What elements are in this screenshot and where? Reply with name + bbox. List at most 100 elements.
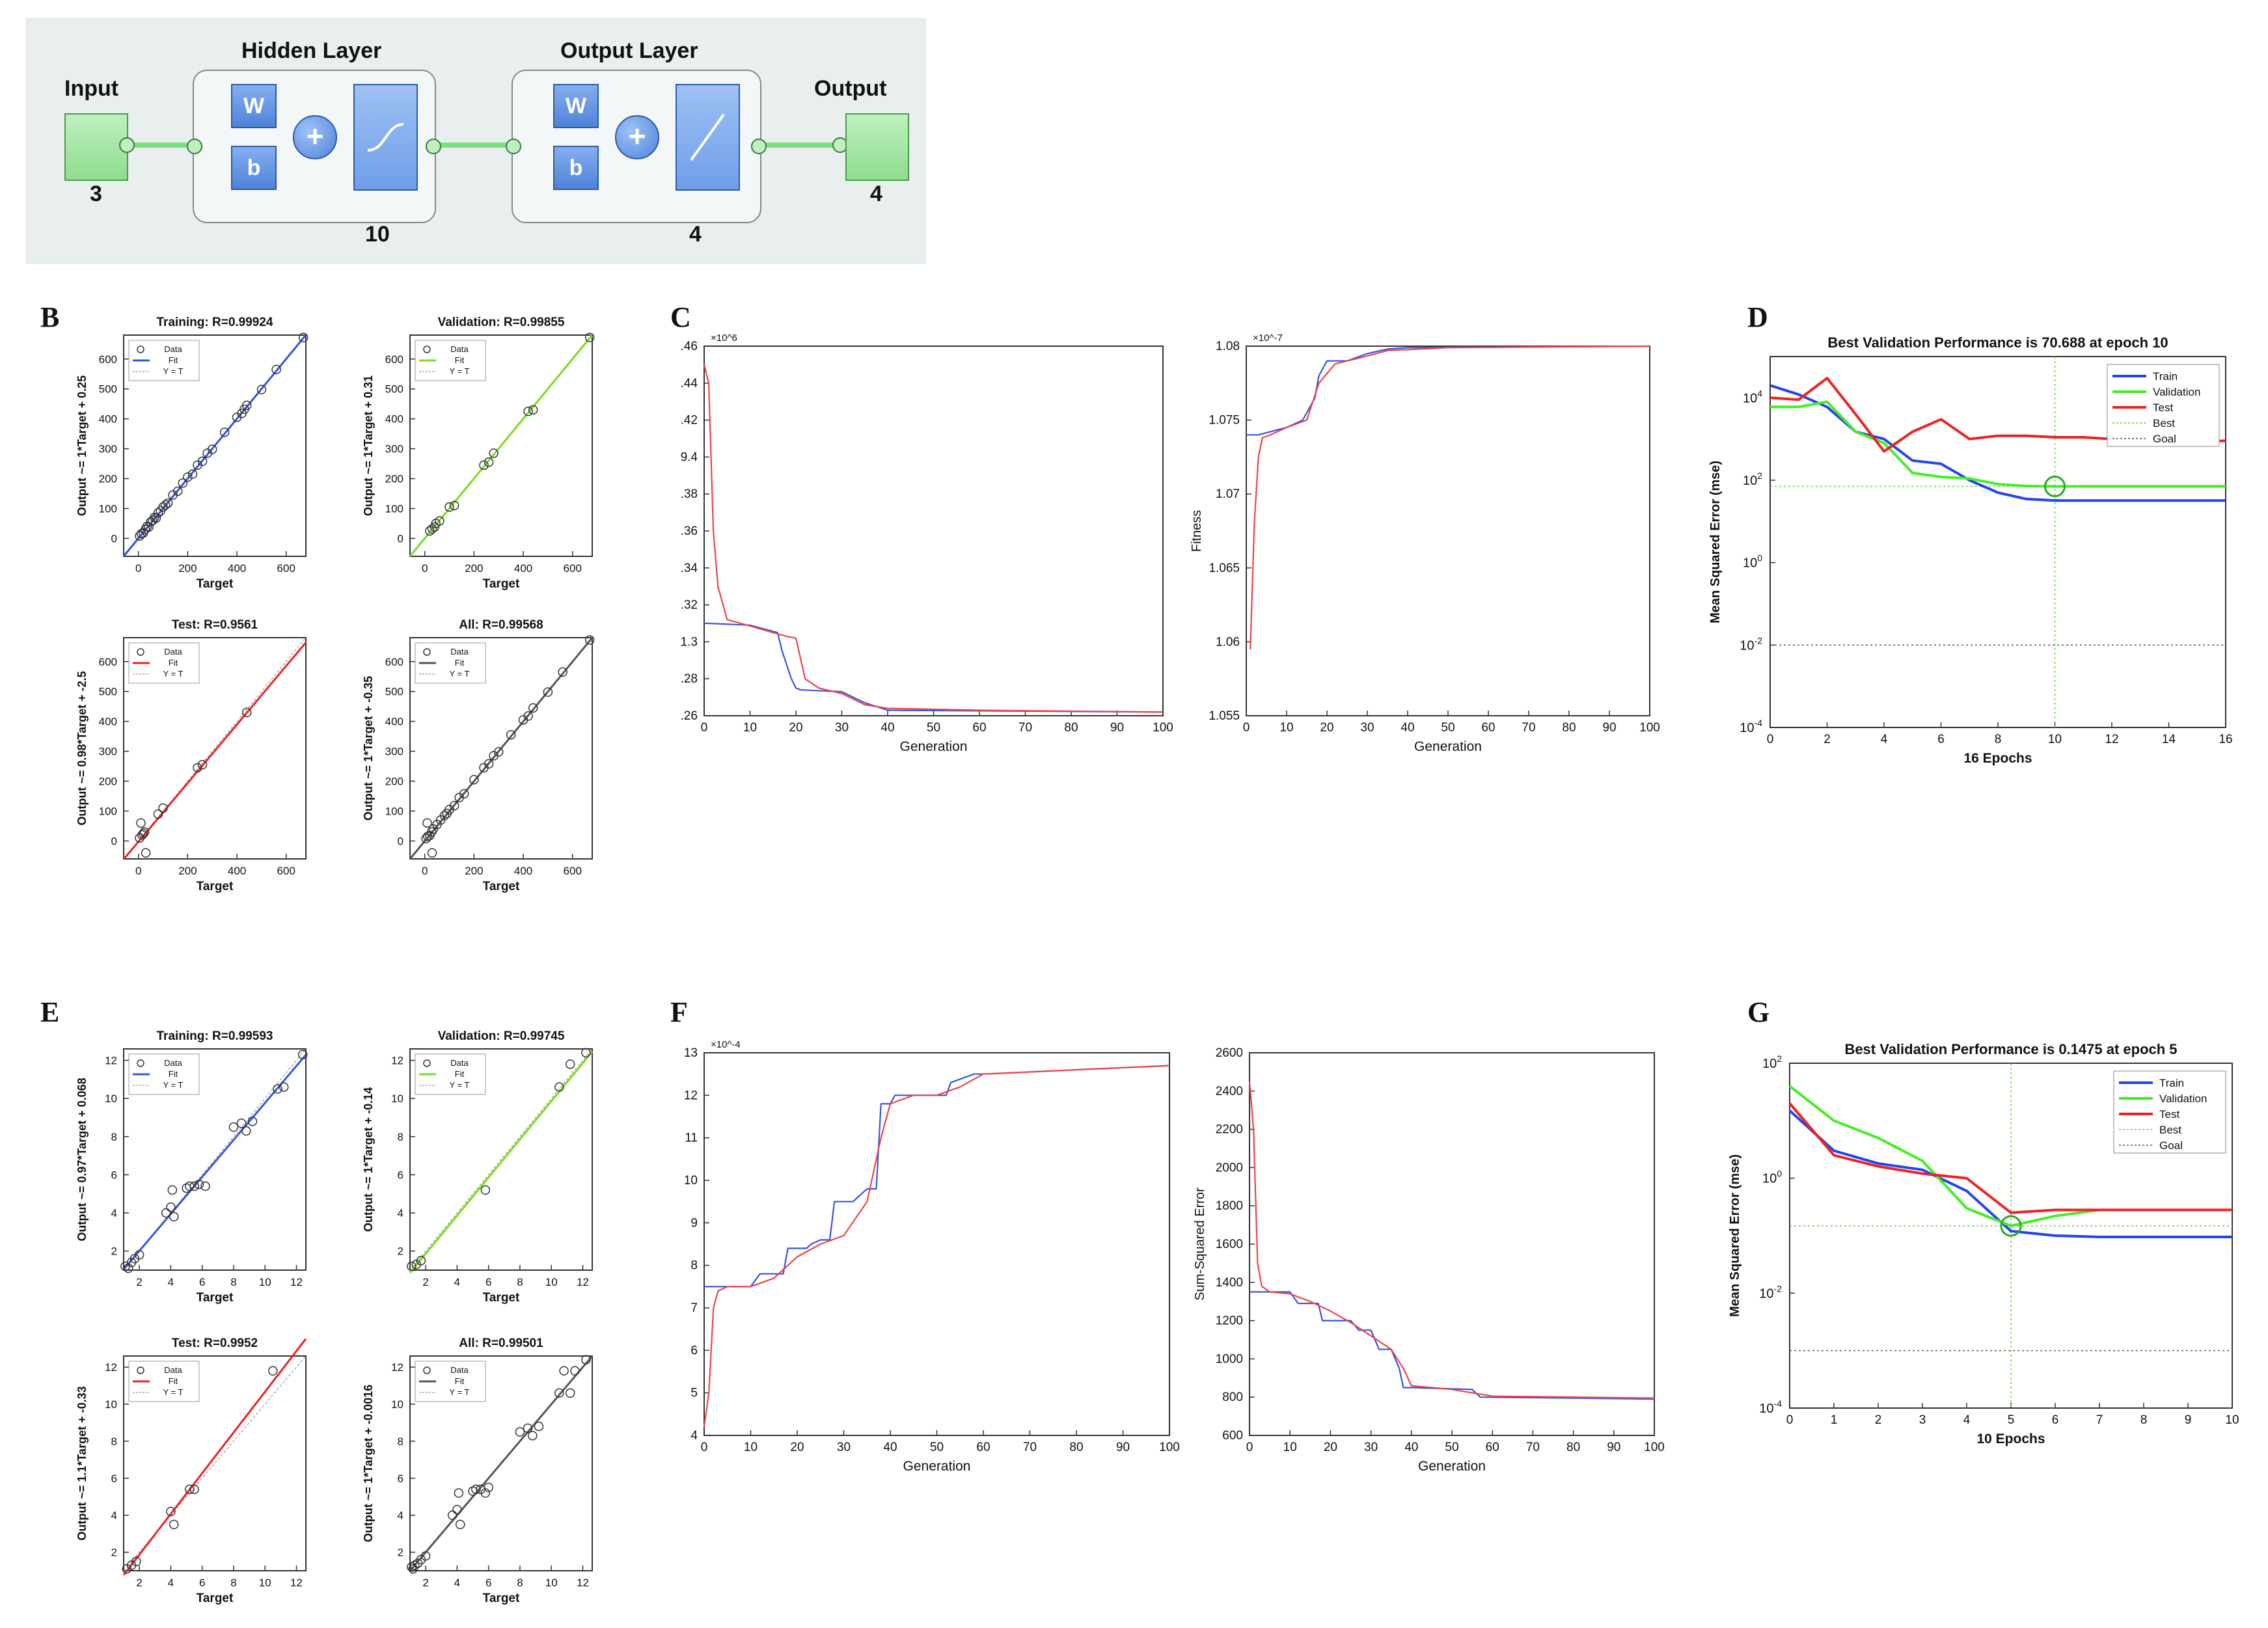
B1-data-point-10 — [153, 508, 163, 518]
panel-label-d: D — [1747, 301, 1768, 333]
D-ytick-label-3: 102 — [1743, 470, 1762, 488]
B3-ytick-label-0: 0 — [111, 835, 117, 847]
E1-data-point-18 — [273, 1084, 282, 1094]
E3-data-point-4 — [169, 1519, 179, 1530]
linear-transfer-icon — [690, 113, 725, 161]
E2-data-point-0 — [407, 1261, 417, 1271]
B1-legend-label-0: Data — [164, 344, 182, 354]
E2-xlabel: Target — [483, 1291, 520, 1305]
E4-data-point-18 — [534, 1421, 544, 1431]
B4-data-point-17 — [484, 759, 494, 769]
E2-ytick-label-5: 12 — [391, 1055, 403, 1067]
C1-ytick-label-4: .34 — [681, 562, 698, 575]
D-xlabel: 16 Epochs — [1963, 751, 2032, 766]
E1-ytick-label-2: 6 — [111, 1169, 117, 1181]
E1-ytick-label-3: 8 — [111, 1131, 117, 1143]
G-ytick-label-0: 10-4 — [1759, 1398, 1782, 1416]
C2-xtick-label-0: 0 — [1243, 721, 1250, 735]
output-connector — [756, 142, 840, 148]
E1-ylabel: Output ~= 0.97*Target + 0.068 — [75, 1078, 89, 1241]
D-xtick-label-6: 12 — [2105, 733, 2118, 746]
E4-xtick-label-5: 12 — [577, 1577, 589, 1589]
output-sum-node: + — [615, 115, 659, 159]
B4-xtick-label-1: 200 — [465, 865, 483, 877]
B4-data-point-20 — [506, 730, 516, 740]
C1-xlabel: Generation — [900, 739, 968, 754]
E3-xtick-label-2: 6 — [199, 1577, 205, 1589]
F2-ytick-label-8: 2200 — [1216, 1123, 1243, 1137]
E3-legend-label-1: Fit — [169, 1376, 178, 1386]
F2-ytick-label-1: 800 — [1222, 1391, 1243, 1404]
hidden-sigmoid-block — [353, 84, 418, 191]
B3-data-point-3 — [139, 828, 148, 839]
panel-label-g: G — [1747, 996, 1770, 1028]
B4-data-point-22 — [523, 711, 533, 721]
C2-xtick-label-6: 60 — [1481, 721, 1495, 735]
E3-data-point-0 — [122, 1564, 132, 1574]
E1-ytick-label-0: 2 — [111, 1245, 117, 1258]
B4-ytick-label-3: 300 — [385, 746, 403, 758]
E4-ytick-label-1: 4 — [398, 1510, 403, 1522]
E4-xtick-label-4: 10 — [545, 1577, 558, 1589]
C1-ytick-label-10: .46 — [681, 340, 698, 353]
B3-xtick-label-0: 0 — [135, 865, 141, 877]
output-count: 4 — [870, 182, 882, 206]
E4-fit-line — [409, 1355, 594, 1572]
G-legend-label-3: Best — [2159, 1124, 2181, 1136]
E3-legend-label-2: Y = T — [163, 1387, 184, 1397]
E3-xtick-label-4: 10 — [259, 1577, 271, 1589]
E4-legend-label-0: Data — [450, 1365, 469, 1375]
E3-data-point-7 — [268, 1366, 278, 1376]
B1-legend-label-1: Fit — [169, 355, 178, 365]
F1-ytick-label-4: 8 — [690, 1259, 698, 1273]
output-layer-size: 4 — [689, 222, 702, 247]
E4-data-point-23 — [581, 1355, 591, 1364]
F2-xtick-label-1: 10 — [1283, 1441, 1297, 1454]
output-bias-block: b — [553, 146, 599, 190]
B4-data-point-25 — [558, 667, 567, 677]
hidden-layer-title: Hidden Layer — [241, 38, 382, 63]
B1-ytick-label-2: 200 — [99, 473, 117, 485]
B4-ytick-label-2: 200 — [385, 776, 403, 788]
E4-xtick-label-3: 8 — [517, 1577, 523, 1589]
G-xtick-label-7: 7 — [2096, 1413, 2103, 1427]
G-ylabel: Mean Squared Error (mse) — [1728, 1154, 1742, 1317]
G-xtick-label-1: 1 — [1831, 1413, 1838, 1427]
C2-xtick-label-8: 80 — [1562, 721, 1576, 735]
E1-legend-label-2: Y = T — [163, 1080, 184, 1090]
E2-legend-data-marker — [423, 1059, 431, 1067]
E3-ytick-label-1: 4 — [111, 1510, 117, 1522]
F2-xtick-label-6: 60 — [1486, 1441, 1499, 1454]
B1-data-point-24 — [219, 427, 230, 437]
F1-ytick-label-7: 11 — [685, 1132, 698, 1145]
E2-legend-label-2: Y = T — [450, 1080, 470, 1090]
F2-ytick-label-9: 2400 — [1216, 1085, 1243, 1098]
B2-data-point-5 — [444, 502, 454, 512]
input-label: Input — [64, 76, 119, 101]
B3-xtick-label-3: 600 — [277, 865, 295, 877]
F2-ytick-label-6: 1800 — [1216, 1199, 1243, 1213]
C1-series-best — [704, 622, 1164, 713]
F1-xtick-label-5: 50 — [930, 1441, 944, 1454]
E1-ytick-label-5: 12 — [105, 1055, 117, 1067]
E1-data-point-5 — [161, 1208, 171, 1218]
E2-identity-line — [409, 1048, 593, 1271]
C2-plot-area — [1246, 346, 1650, 716]
D-xtick-label-0: 0 — [1767, 733, 1774, 746]
F1-ytick-label-5: 9 — [690, 1216, 698, 1230]
B1-data-point-31 — [298, 332, 308, 342]
sigmoid-curve-icon — [367, 123, 404, 152]
B4-ytick-label-0: 0 — [398, 835, 403, 847]
B4-ytick-label-5: 500 — [385, 686, 403, 698]
C2-xtick-label-10: 100 — [1639, 721, 1660, 735]
B4-xtick-label-2: 400 — [514, 865, 532, 877]
D-legend-label-0: Train — [2153, 370, 2178, 383]
B1-legend-data-marker — [137, 346, 144, 353]
E1-data-point-7 — [167, 1185, 178, 1195]
F2-ytick-label-2: 1000 — [1216, 1352, 1243, 1366]
D-xtick-label-1: 2 — [1824, 733, 1831, 746]
B2-legend-label-1: Fit — [455, 355, 465, 365]
B3-data-point-5 — [141, 848, 151, 858]
E1-ytick-label-1: 4 — [111, 1207, 117, 1219]
E1-data-point-12 — [194, 1179, 204, 1189]
